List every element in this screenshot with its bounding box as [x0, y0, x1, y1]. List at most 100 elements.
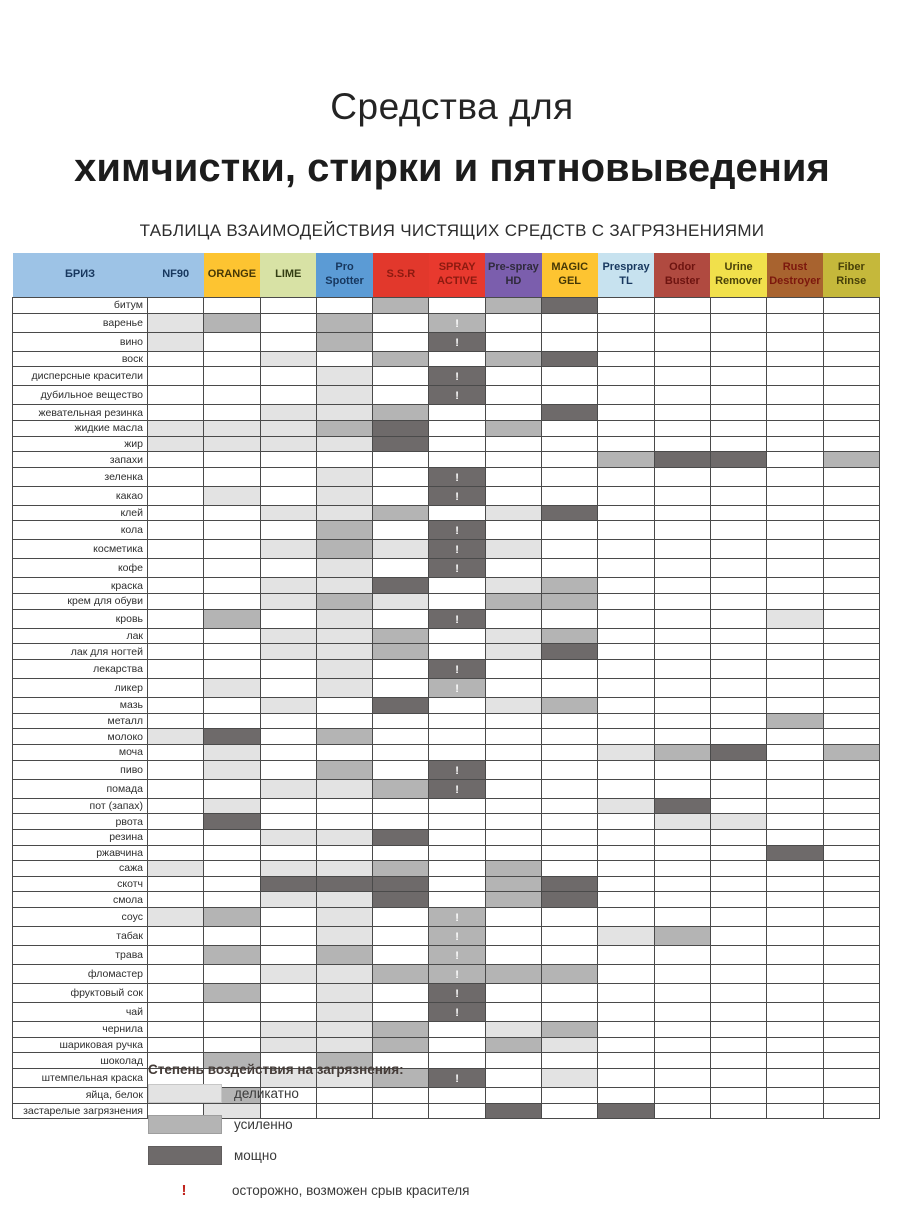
cell: [484, 451, 543, 468]
cell: [146, 539, 205, 560]
cell: [372, 759, 430, 780]
cell: [653, 983, 711, 1004]
caution-mark: !: [455, 613, 459, 626]
cell: [766, 419, 824, 437]
cell: [766, 1002, 824, 1023]
cell: [653, 504, 711, 522]
cell: [541, 926, 599, 947]
cell: [372, 983, 430, 1004]
cell: [259, 643, 317, 661]
cell: [146, 577, 205, 595]
cell: [372, 1036, 430, 1054]
cell: [653, 627, 711, 645]
cell: [822, 828, 881, 846]
cell: [597, 678, 655, 699]
cell: [766, 1068, 824, 1089]
cell: [709, 643, 768, 661]
cell: [541, 945, 599, 966]
caution-mark: !: [455, 371, 459, 384]
cell: [822, 1021, 881, 1038]
cell: [766, 875, 824, 893]
row-label: лак: [12, 627, 148, 645]
cell: !: [428, 926, 486, 947]
row-label: смола: [12, 891, 148, 909]
cell: [597, 813, 655, 830]
cell: [146, 485, 205, 506]
cell: [203, 907, 261, 928]
cell: [259, 743, 317, 761]
cell: [709, 797, 768, 815]
cell: [259, 844, 317, 862]
cell: [766, 366, 824, 387]
column-header-бриз: БРИЗ: [12, 253, 148, 298]
cell: [597, 419, 655, 437]
legend-swatch: [148, 1084, 222, 1103]
cell: [709, 608, 768, 629]
table-row: чернила: [12, 1021, 881, 1038]
table-row: рвота: [12, 813, 881, 830]
cell: [484, 435, 543, 453]
cell: [822, 659, 881, 680]
row-label: кровь: [12, 608, 148, 629]
cell: [372, 678, 430, 699]
cell: [372, 945, 430, 966]
cell: [766, 435, 824, 453]
cell: [597, 539, 655, 560]
row-label: зеленка: [12, 466, 148, 487]
cell: [315, 485, 374, 506]
cell: [541, 907, 599, 928]
legend-item: деликатно: [148, 1084, 469, 1103]
table-row: жир: [12, 435, 881, 453]
row-label: пот (запах): [12, 797, 148, 815]
cell: [315, 964, 374, 985]
row-label: трава: [12, 945, 148, 966]
cell: [766, 891, 824, 909]
cell: [709, 451, 768, 468]
cell: [259, 778, 317, 799]
cell: [822, 1068, 881, 1089]
cell: [541, 577, 599, 595]
cell: [146, 828, 205, 846]
table-row: дубильное вещество!: [12, 385, 881, 406]
column-header-magic-gel: MAGIC GEL: [541, 253, 598, 298]
row-label: лекарства: [12, 659, 148, 680]
table-row: табак!: [12, 926, 881, 947]
cell: [541, 828, 599, 846]
table-row: мазь: [12, 697, 881, 714]
table-row: соус!: [12, 907, 881, 928]
row-label: резина: [12, 828, 148, 846]
cell: [766, 743, 824, 761]
table-row: какао!: [12, 485, 881, 506]
cell: !: [428, 945, 486, 966]
cell: !: [428, 331, 486, 352]
cell: [709, 539, 768, 560]
table-row: металл: [12, 712, 881, 730]
cell: [709, 759, 768, 780]
cell: [484, 759, 543, 780]
legend: деликатно усиленно мощно! осторожно, возмож…: [148, 1084, 469, 1199]
cell: [541, 778, 599, 799]
cell: [146, 697, 205, 714]
column-header-orange: ORANGE: [203, 253, 261, 298]
table-row: штемпельная краска!: [12, 1068, 881, 1089]
cell: [484, 728, 543, 745]
table-row: фломастер!: [12, 964, 881, 985]
page-title-line1: Средства для: [330, 86, 574, 127]
cell: !: [428, 964, 486, 985]
cell: [766, 728, 824, 745]
table-row: ликер!: [12, 678, 881, 699]
cell: [653, 797, 711, 815]
cell: [259, 678, 317, 699]
caution-mark: !: [455, 664, 459, 677]
table-row: пот (запах): [12, 797, 881, 815]
cell: !: [428, 907, 486, 928]
table-row: кровь!: [12, 608, 881, 629]
cell: [541, 366, 599, 387]
cell: [822, 627, 881, 645]
cell: [709, 1068, 768, 1089]
cell: [203, 312, 261, 333]
cell: [315, 659, 374, 680]
column-header-urine-remover: Urine Remover: [710, 253, 767, 298]
cell: [259, 539, 317, 560]
cell: [146, 1036, 205, 1054]
